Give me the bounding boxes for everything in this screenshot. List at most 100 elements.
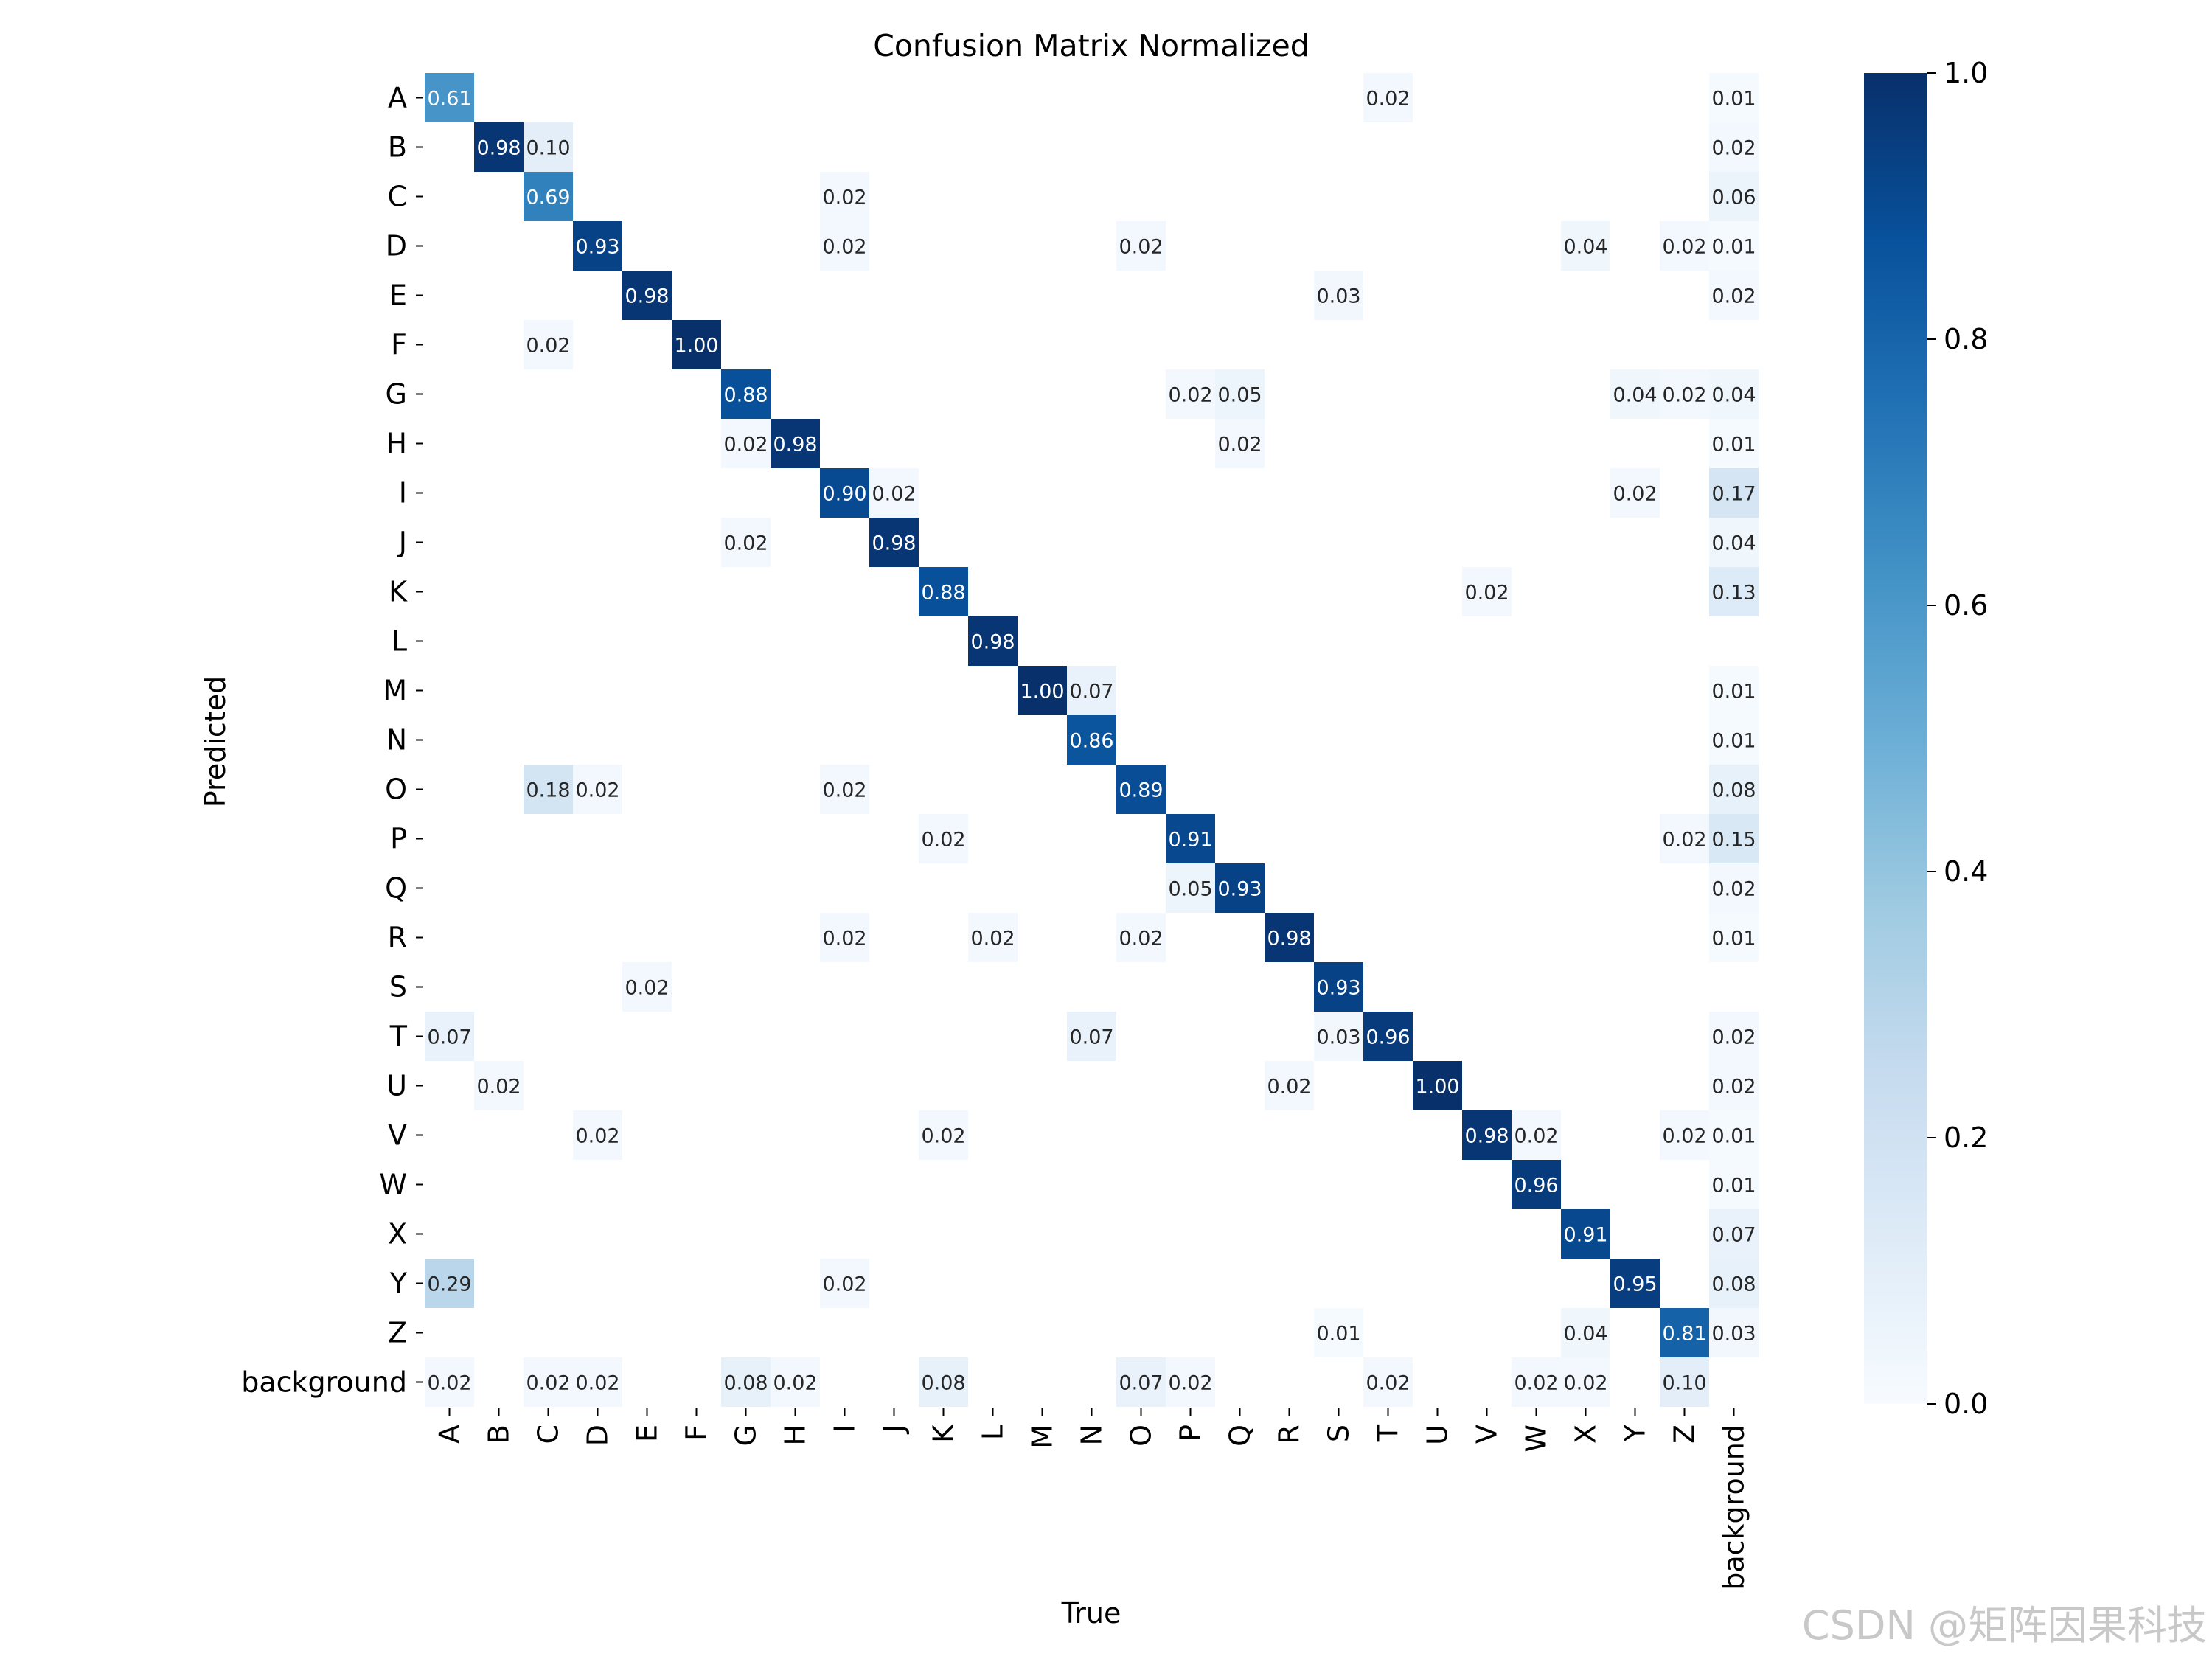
x-tick-label: B (483, 1425, 515, 1444)
cell-value-label: 0.02 (1168, 384, 1212, 407)
cell-value-label: 0.02 (1267, 1076, 1311, 1099)
heatmap-cell (1314, 962, 1363, 1012)
x-tick-label: U (1422, 1425, 1454, 1445)
heatmap-cell (1314, 271, 1363, 320)
heatmap-cell (573, 221, 622, 271)
cell-value-label: 0.86 (1069, 730, 1113, 753)
cell-value-label: 0.02 (1217, 434, 1262, 456)
cell-value-label: 0.15 (1711, 829, 1756, 852)
heatmap-cell (573, 765, 622, 814)
cell-value-label: 0.02 (921, 1125, 965, 1148)
heatmap-cell (1166, 814, 1215, 863)
x-tick-label: J (878, 1425, 911, 1434)
cell-value-label: 0.01 (1711, 236, 1756, 259)
x-tick-label: G (730, 1425, 762, 1446)
cell-value-label: 0.88 (723, 384, 768, 407)
x-tick-label: L (977, 1425, 1009, 1440)
heatmap-cell (1709, 271, 1759, 320)
cell-value-label: 0.93 (575, 236, 619, 259)
cell-value-label: 0.02 (575, 779, 619, 802)
colorbar-tick-label: 0.2 (1944, 1121, 1988, 1154)
cell-value-label: 0.02 (575, 1372, 619, 1395)
y-tick-label: W (379, 1169, 407, 1201)
heatmap-cell (721, 419, 771, 468)
colorbar (1864, 73, 1927, 1404)
x-tick-label: E (631, 1425, 664, 1442)
cell-value-label: 0.93 (1217, 878, 1262, 901)
y-tick-label: K (389, 576, 408, 608)
heatmap-cell (820, 221, 869, 271)
x-tick-label: I (829, 1425, 861, 1433)
cell-value-label: 0.98 (625, 285, 669, 308)
cell-value-label: 0.02 (1464, 582, 1509, 605)
heatmap-cell (771, 1357, 820, 1407)
heatmap-cell (524, 1357, 573, 1407)
heatmap-cell (1561, 221, 1610, 271)
heatmap-cell (820, 468, 869, 518)
heatmap-cell (1709, 468, 1759, 518)
heatmap-cell (1709, 1209, 1759, 1259)
cell-value-label: 0.02 (1711, 137, 1756, 160)
y-tick-label: background (241, 1366, 407, 1399)
y-tick-label: O (385, 773, 407, 806)
heatmap-cell (1116, 913, 1166, 962)
x-tick-label: O (1125, 1425, 1158, 1447)
cell-value-label: 0.69 (526, 187, 570, 209)
cell-value-label: 0.98 (872, 532, 916, 555)
cell-value-label: 0.02 (872, 483, 916, 506)
cell-value-label: 0.02 (773, 1372, 817, 1395)
x-tick-label: D (582, 1425, 614, 1446)
watermark: CSDN @矩阵因果科技 (1802, 1602, 2207, 1649)
heatmap-cell (1166, 863, 1215, 913)
cell-value-label: 0.02 (1514, 1125, 1558, 1148)
cell-value-label: 0.98 (476, 137, 521, 160)
heatmap-cell (919, 814, 968, 863)
heatmap-cell (1660, 221, 1709, 271)
heatmap-cell (1116, 765, 1166, 814)
heatmap-cell (1709, 666, 1759, 715)
heatmap-cell (1660, 1357, 1709, 1407)
heatmap-cell (1561, 1308, 1610, 1357)
heatmap-cell (1215, 369, 1265, 419)
cell-value-label: 0.02 (1662, 384, 1706, 407)
x-tick-label: V (1471, 1425, 1503, 1444)
cell-value-label: 0.61 (427, 88, 471, 111)
heatmap-cell (1116, 221, 1166, 271)
cell-value-label: 0.90 (822, 483, 866, 506)
heatmap-cell (1660, 814, 1709, 863)
heatmap-cell (1512, 1160, 1561, 1209)
y-tick-label: Z (388, 1317, 407, 1349)
heatmap-cell (1314, 1012, 1363, 1061)
cell-value-label: 0.02 (1662, 829, 1706, 852)
heatmap-cell (1265, 1061, 1314, 1110)
heatmap-cell (968, 616, 1018, 666)
cell-value-label: 0.03 (1316, 1026, 1360, 1049)
x-tick-label: P (1175, 1425, 1207, 1441)
cell-value-label: 0.01 (1711, 730, 1756, 753)
cell-value-label: 0.91 (1168, 829, 1212, 852)
y-tick-label: S (389, 971, 407, 1004)
cell-value-label: 1.00 (674, 335, 718, 358)
x-tick-label: T (1372, 1424, 1405, 1442)
heatmap-cell (869, 518, 919, 567)
heatmap-cell (573, 1357, 622, 1407)
cell-value-label: 0.08 (921, 1372, 965, 1395)
heatmap-cell (869, 468, 919, 518)
heatmap-cell (425, 1259, 474, 1308)
cell-value-label: 0.01 (1711, 1125, 1756, 1148)
heatmap-cell (524, 122, 573, 172)
heatmap-cell (524, 320, 573, 369)
cell-value-label: 0.01 (1711, 681, 1756, 703)
cell-value-label: 0.02 (526, 1372, 570, 1395)
cell-value-label: 0.07 (427, 1026, 471, 1049)
x-tick-label: F (681, 1425, 713, 1441)
heatmap-cell (425, 73, 474, 122)
cell-value-label: 0.88 (921, 582, 965, 605)
cell-value-label: 0.02 (822, 236, 866, 259)
heatmap-cell (474, 1061, 524, 1110)
cell-value-label: 0.02 (427, 1372, 471, 1395)
heatmap-cell (1363, 1357, 1413, 1407)
heatmap-cell (1709, 715, 1759, 765)
y-tick-label: M (383, 675, 407, 707)
y-tick-label: T (389, 1020, 408, 1053)
